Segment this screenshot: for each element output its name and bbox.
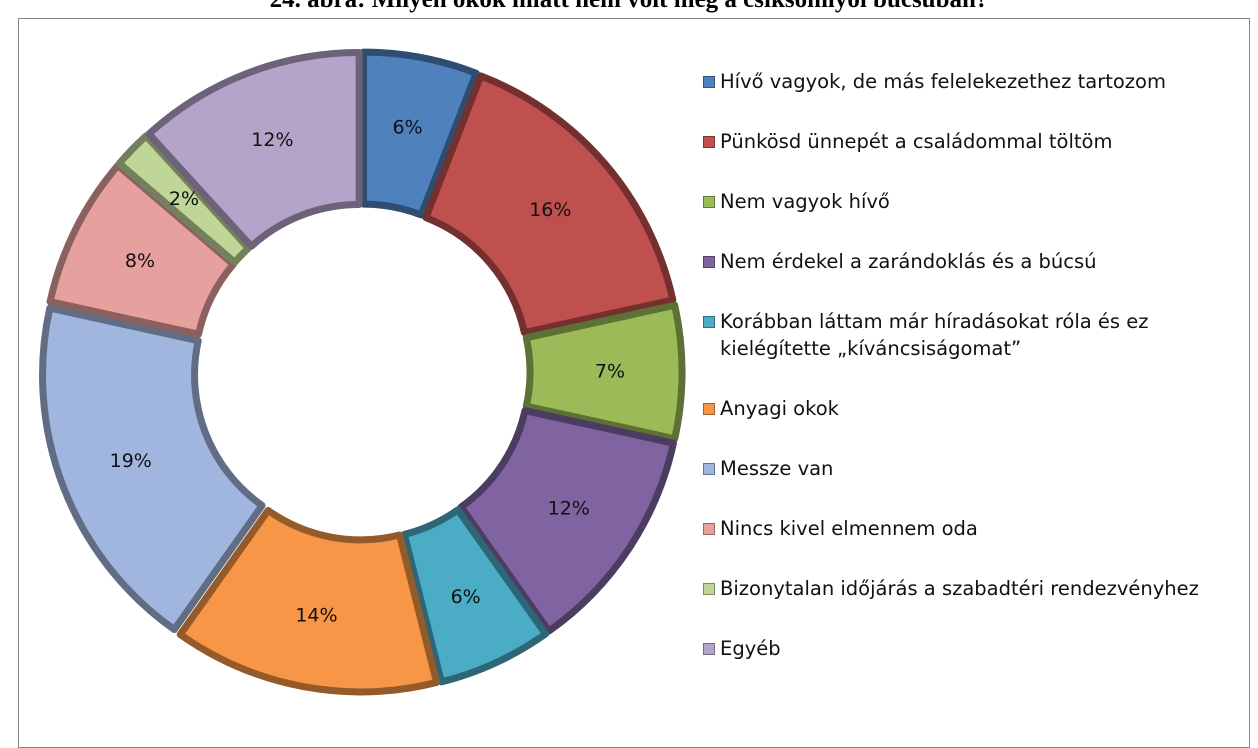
legend-swatch — [703, 463, 715, 475]
legend-swatch — [703, 523, 715, 535]
donut-slice — [39, 304, 266, 634]
donut-slice — [400, 506, 550, 686]
donut-slice — [522, 301, 686, 443]
legend-label: Hívő vagyok, de más felelekezethez tarto… — [720, 70, 1166, 93]
legend-item: Messze van — [703, 455, 1248, 482]
legend-item: Korábban láttam már híradásokat róla és … — [703, 308, 1248, 362]
legend-swatch — [703, 583, 715, 595]
legend-swatch — [703, 76, 715, 88]
data-label: 2% — [169, 188, 199, 210]
legend-item: Nem vagyok hívő — [703, 188, 1248, 215]
legend-label: Nem vagyok hívő — [720, 190, 890, 213]
data-label: 7% — [595, 361, 625, 383]
donut-slice — [176, 506, 441, 696]
legend-item: Egyéb — [703, 635, 1248, 662]
legend-label: Nem érdekel a zarándoklás és a búcsú — [720, 250, 1097, 273]
legend-label: Egyéb — [720, 637, 781, 660]
data-label: 12% — [548, 497, 590, 519]
data-label: 16% — [529, 199, 571, 221]
legend-item: Nincs kivel elmennem oda — [703, 515, 1248, 542]
data-label: 12% — [251, 129, 293, 151]
data-label: 6% — [451, 586, 481, 608]
legend-label: Anyagi okok — [720, 397, 839, 420]
legend-swatch — [703, 316, 715, 328]
donut-slice — [457, 407, 677, 635]
legend-swatch — [703, 403, 715, 415]
donut-slice — [422, 72, 677, 337]
legend-swatch — [703, 643, 715, 655]
legend-item: Pünkösd ünnepét a családommal töltöm — [703, 128, 1248, 155]
legend-swatch — [703, 196, 715, 208]
legend-label: Nincs kivel elmennem oda — [720, 517, 978, 540]
legend-item: Anyagi okok — [703, 395, 1248, 422]
data-label: 8% — [125, 250, 155, 272]
legend-label: Messze van — [720, 457, 834, 480]
data-label: 6% — [392, 117, 422, 139]
data-label: 19% — [110, 450, 152, 472]
legend-swatch — [703, 136, 715, 148]
legend-label: Pünkösd ünnepét a családommal töltöm — [720, 130, 1113, 153]
legend-label: Korábban láttam már híradásokat róla és … — [720, 310, 1149, 360]
chart-title: 24. ábra: Milyen okok miatt nem volt meg… — [0, 0, 1258, 14]
legend: Hívő vagyok, de más felelekezethez tarto… — [703, 68, 1248, 695]
legend-item: Bizonytalan időjárás a szabadtéri rendez… — [703, 575, 1248, 602]
legend-item: Nem érdekel a zarándoklás és a búcsú — [703, 248, 1248, 275]
legend-label: Bizonytalan időjárás a szabadtéri rendez… — [720, 577, 1199, 600]
legend-swatch — [703, 256, 715, 268]
donut-slice — [145, 49, 363, 250]
donut-slice — [359, 48, 480, 219]
data-label: 14% — [295, 604, 337, 626]
legend-item: Hívő vagyok, de más felelekezethez tarto… — [703, 68, 1248, 95]
